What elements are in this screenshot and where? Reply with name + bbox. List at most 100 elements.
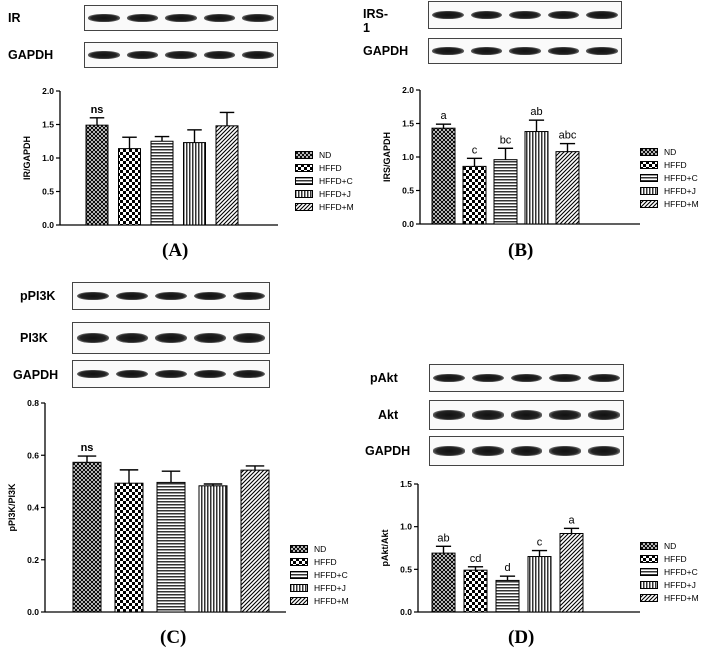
- blot-band: [549, 373, 581, 383]
- legend-b-item: HFFD: [640, 160, 687, 170]
- legend-d-item: HFFD+J: [640, 580, 696, 590]
- chart-b-significance-label: c: [472, 144, 478, 156]
- blot-band: [587, 373, 620, 383]
- blot-band: [510, 446, 543, 456]
- chart-d-y-tick-label: 1.0: [400, 522, 412, 532]
- legend-a-item: HFFD+M: [295, 202, 354, 212]
- legend-b-swatch: [640, 148, 658, 156]
- blot-band: [509, 10, 541, 20]
- legend-c-label: HFFD+M: [314, 596, 349, 606]
- legend-b: ND HFFD HFFD+C HFFD+J HFFD+M: [640, 147, 709, 217]
- blot-label-akt: Akt: [378, 408, 399, 422]
- chart-c-y-tick-label: 0.0: [27, 607, 39, 617]
- legend-b-label: HFFD+M: [664, 199, 699, 209]
- legend-b-label: HFFD+C: [664, 173, 698, 183]
- blot-band: [126, 13, 159, 23]
- chart-a-bar-nd: [85, 124, 109, 226]
- legend-c-label: HFFD+C: [314, 570, 348, 580]
- chart-b: 0.0 0.5 1.0 1.5 2.0 IRS/GAPDH a c bc ab abc: [382, 85, 640, 229]
- chart-a-y-tick-label: 1.0: [42, 153, 54, 163]
- chart-d-significance-label: d: [504, 562, 510, 574]
- blot-band: [472, 373, 504, 383]
- legend-a-item: HFFD+C: [295, 176, 353, 186]
- legend-c-item: HFFD: [290, 557, 337, 567]
- blot-band: [472, 446, 504, 456]
- legend-b-swatch: [640, 200, 658, 208]
- legend-a-swatch: [295, 190, 313, 198]
- blot-band: [194, 369, 227, 379]
- blot-band: [233, 369, 266, 379]
- chart-b-y-axis-label: IRS/GAPDH: [382, 132, 392, 182]
- chart-c-y-tick-label: 0.2: [27, 555, 39, 565]
- blot-band: [115, 369, 148, 379]
- blot-label-ir: IR: [8, 11, 21, 25]
- blot-band: [76, 291, 109, 301]
- blot-band: [510, 410, 543, 420]
- legend-b-item: HFFD+C: [640, 173, 698, 183]
- legend-a-label: HFFD+J: [319, 189, 351, 199]
- chart-b-y-tick-label: 0.0: [402, 219, 414, 229]
- chart-b-bar-nd: [431, 127, 456, 225]
- legend-d: ND HFFD HFFD+C HFFD+J HFFD+M: [640, 541, 709, 611]
- legend-c-item: HFFD+J: [290, 583, 346, 593]
- legend-d-label: ND: [664, 541, 677, 551]
- legend-b-item: HFFD+J: [640, 186, 696, 196]
- legend-b-swatch: [640, 174, 658, 182]
- legend-d-item: HFFD: [640, 554, 687, 564]
- chart-b-bar-hffd-m: [555, 151, 580, 225]
- chart-a-y-tick-label: 0.5: [42, 187, 54, 197]
- chart-c-y-tick-label: 0.6: [27, 450, 39, 460]
- chart-c-y-axis-label: pPI3K/PI3K: [7, 483, 17, 532]
- legend-c-label: HFFD: [314, 557, 337, 567]
- blot-band: [126, 50, 159, 60]
- blot-band: [587, 446, 620, 456]
- blot-band: [433, 373, 466, 383]
- blot-band: [547, 46, 580, 56]
- legend-c-label: ND: [314, 544, 327, 554]
- blot-band: [586, 10, 618, 20]
- blot-band: [165, 13, 197, 23]
- chart-d-significance-label: cd: [470, 553, 482, 565]
- legend-c-item: HFFD+C: [290, 570, 348, 580]
- blot-band: [586, 46, 618, 56]
- blot-band: [88, 13, 120, 23]
- blot-label-gapdh: GAPDH: [363, 44, 409, 58]
- chart-a-bar-hffd: [118, 148, 141, 226]
- chart-a-significance-label: ns: [91, 104, 104, 116]
- legend-d-label: HFFD+C: [664, 567, 698, 577]
- blot-label-irs1: IRS-1: [363, 7, 388, 35]
- blot-label-gapdh: GAPDH: [365, 444, 411, 458]
- chart-d-significance-label: ab: [437, 532, 449, 544]
- legend-b-item: ND: [640, 147, 676, 157]
- chart-a-bar-hffd-m: [215, 125, 239, 226]
- legend-a-item: HFFD+J: [295, 189, 351, 199]
- chart-b-significance-label: abc: [559, 130, 577, 142]
- chart-c-bar-hffd: [114, 482, 144, 613]
- blot-label-pakt: pAkt: [370, 371, 398, 385]
- legend-d-item: HFFD+M: [640, 593, 699, 603]
- chart-b-bar-hffd: [462, 165, 487, 225]
- legend-d-swatch: [640, 581, 658, 589]
- western-blot-ir: [84, 5, 278, 31]
- blot-band: [509, 46, 541, 56]
- legend-a-item: ND: [295, 150, 331, 160]
- blot-band: [76, 332, 109, 344]
- legend-d-swatch: [640, 594, 658, 602]
- legend-c-swatch: [290, 584, 308, 592]
- blot-label-gapdh: GAPDH: [8, 48, 54, 62]
- blot-band: [549, 410, 581, 420]
- western-blot-akt: [429, 400, 624, 430]
- legend-a-swatch: [295, 151, 313, 159]
- blot-band: [433, 446, 466, 456]
- blot-label-ppi3k: pPI3K: [20, 289, 56, 303]
- chart-a-bar-hffd-c: [150, 140, 174, 226]
- legend-b-swatch: [640, 161, 658, 169]
- blot-band: [432, 46, 464, 56]
- blot-band: [76, 369, 109, 379]
- legend-c-item: HFFD+M: [290, 596, 349, 606]
- blot-band: [470, 46, 503, 56]
- legend-a-label: HFFD+C: [319, 176, 353, 186]
- chart-c-bar-hffd-c: [156, 481, 186, 613]
- legend-a: ND HFFD HFFD+C HFFD+J HFFD+M: [295, 150, 405, 220]
- chart-d-bar-nd: [431, 552, 456, 613]
